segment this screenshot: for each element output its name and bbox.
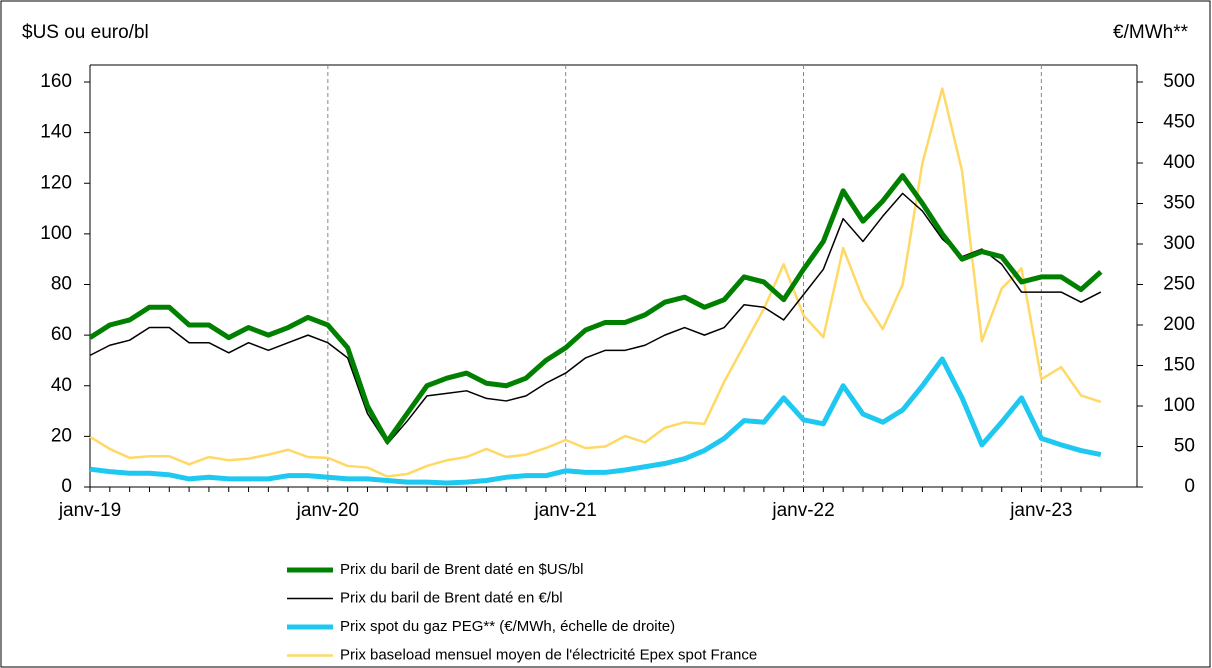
legend-label: Prix du baril de Brent daté en €/bl xyxy=(340,589,563,606)
y-tick-label: 80 xyxy=(51,274,72,295)
x-tick-label: janv-23 xyxy=(1009,500,1072,521)
legend-label: Prix spot du gaz PEG** (€/MWh, échelle d… xyxy=(340,618,675,635)
y2-tick-label: 150 xyxy=(1163,355,1195,376)
y-tick-label: 60 xyxy=(51,324,72,345)
y-tick-label: 0 xyxy=(61,476,72,497)
y-tick-label: 20 xyxy=(51,425,72,446)
series-line xyxy=(89,192,1102,445)
y2-tick-label: 100 xyxy=(1163,395,1195,416)
y2-axis-title: €/MWh** xyxy=(1113,22,1189,43)
y2-tick-label: 300 xyxy=(1163,233,1195,254)
y2-tick-label: 0 xyxy=(1184,476,1195,497)
legend-label: Prix du baril de Brent daté en $US/bl xyxy=(340,561,583,578)
y2-tick-label: 350 xyxy=(1163,193,1195,214)
y-tick-label: 160 xyxy=(40,71,72,92)
y-tick-label: 120 xyxy=(40,172,72,193)
y2-tick-label: 250 xyxy=(1163,274,1195,295)
y2-tick-label: 400 xyxy=(1163,152,1195,173)
y-tick-label: 140 xyxy=(40,122,72,143)
legend-label: Prix baseload mensuel moyen de l'électri… xyxy=(340,646,757,663)
y2-tick-label: 500 xyxy=(1163,71,1195,92)
series-line xyxy=(88,173,1103,444)
series-line xyxy=(89,356,1102,486)
y-tick-label: 100 xyxy=(40,223,72,244)
y2-tick-label: 200 xyxy=(1163,314,1195,335)
x-tick-label: janv-20 xyxy=(296,500,359,521)
y-tick-label: 40 xyxy=(51,375,72,396)
x-tick-label: janv-19 xyxy=(58,500,121,521)
y2-tick-label: 50 xyxy=(1174,436,1195,457)
x-tick-label: janv-22 xyxy=(771,500,834,521)
y2-tick-label: 450 xyxy=(1163,112,1195,133)
series-line xyxy=(89,87,1102,478)
x-tick-label: janv-21 xyxy=(534,500,597,521)
y-axis-title: $US ou euro/bl xyxy=(22,22,149,43)
